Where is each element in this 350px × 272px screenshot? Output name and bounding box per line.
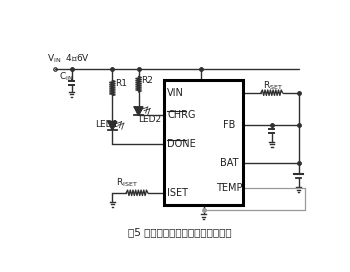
Text: 图5 铅酸电池或镍氢电池充电器电路: 图5 铅酸电池或镍氢电池充电器电路 [127,227,231,237]
Text: BAT: BAT [220,158,239,168]
Text: V$_{\mathsf{IN}}$  4～6V: V$_{\mathsf{IN}}$ 4～6V [47,52,90,65]
Polygon shape [108,122,117,130]
Text: ISET: ISET [167,188,188,198]
Text: TEMP: TEMP [216,183,242,193]
Text: FB: FB [223,120,236,130]
Text: CHRG: CHRG [167,110,196,120]
Bar [164,81,243,205]
Text: LED1: LED1 [96,120,119,129]
Polygon shape [134,107,143,115]
Text: R1: R1 [115,79,127,88]
Text: C$_{\mathsf{IN}}$: C$_{\mathsf{IN}}$ [59,71,74,83]
Text: DONE: DONE [167,139,196,149]
Text: LED2: LED2 [138,115,161,124]
Text: R$_{\mathsf{ISET}}$: R$_{\mathsf{ISET}}$ [116,176,138,188]
Text: VIN: VIN [167,88,184,98]
Text: R$_{\mathsf{SET}}$: R$_{\mathsf{SET}}$ [262,79,283,92]
Text: R2: R2 [141,76,153,85]
